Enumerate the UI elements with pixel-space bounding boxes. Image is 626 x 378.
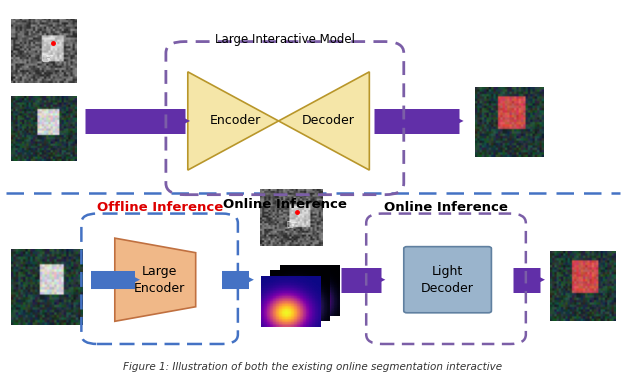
Text: Figure 1: Illustration of both the existing online segmentation interactive: Figure 1: Illustration of both the exist… bbox=[123, 363, 503, 372]
Text: ☞: ☞ bbox=[41, 51, 54, 66]
Polygon shape bbox=[188, 72, 279, 170]
Text: Online Inference: Online Inference bbox=[384, 201, 508, 214]
Polygon shape bbox=[115, 238, 196, 321]
Text: Decoder: Decoder bbox=[302, 115, 355, 127]
Text: Large
Encoder: Large Encoder bbox=[134, 265, 185, 295]
FancyBboxPatch shape bbox=[404, 246, 491, 313]
Text: Encoder: Encoder bbox=[209, 115, 260, 127]
Text: Offline Inference: Offline Inference bbox=[96, 201, 223, 214]
Text: Light
Decoder: Light Decoder bbox=[421, 265, 474, 295]
Polygon shape bbox=[279, 72, 369, 170]
Text: Large Interactive Model: Large Interactive Model bbox=[215, 33, 355, 46]
Text: ☞: ☞ bbox=[286, 217, 299, 231]
Text: Online Inference: Online Inference bbox=[223, 198, 347, 211]
